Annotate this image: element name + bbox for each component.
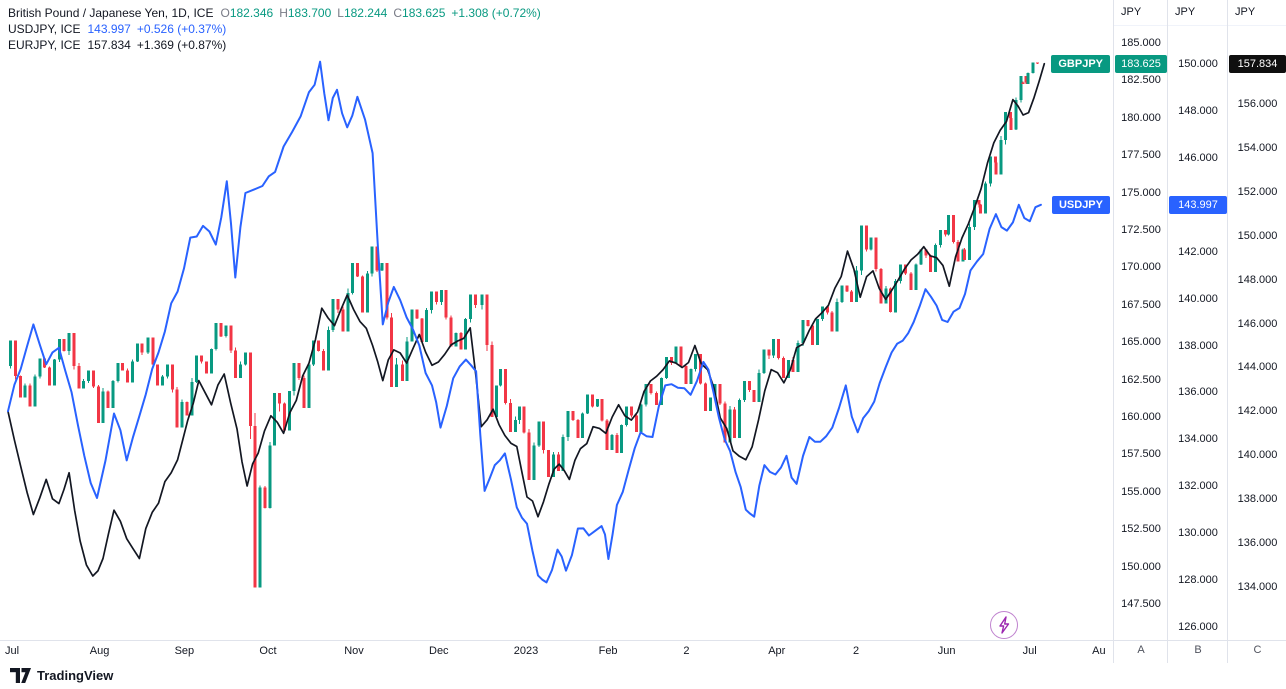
time-axis-label: Jul bbox=[1022, 645, 1037, 657]
price-axis-label: 132.000 bbox=[1178, 480, 1218, 493]
price-axis-label: 146.000 bbox=[1178, 151, 1218, 164]
price-axis-label: 180.000 bbox=[1121, 111, 1161, 124]
price-axis-label: 147.500 bbox=[1121, 598, 1161, 610]
price-axis-gbpjpy[interactable]: JPY 185.000 182.500 180.000 177.500 175.000 1… bbox=[1113, 0, 1168, 663]
price-axis-label: 128.000 bbox=[1178, 574, 1218, 587]
price-axis-label: 142.000 bbox=[1237, 405, 1278, 418]
time-axis-label: 2 bbox=[853, 645, 860, 657]
price-badge-usdjpy: 143.997 bbox=[1169, 195, 1227, 214]
scale-letter-b[interactable]: B bbox=[1194, 644, 1202, 656]
time-axis[interactable]: Jul Aug Sep Oct Nov Dec 2023 Feb 2 Apr 2 Jun Jul Au bbox=[0, 640, 1286, 664]
price-axis-label: 172.500 bbox=[1121, 224, 1161, 236]
price-axis-label: 148.000 bbox=[1178, 104, 1218, 117]
price-axis-label: 140.000 bbox=[1178, 292, 1218, 305]
lightning-bolt-button[interactable] bbox=[990, 611, 1018, 639]
price-axis-usdjpy[interactable]: JPY 150.000 148.000 146.000 142.000 140.000 1… bbox=[1167, 0, 1228, 663]
scale-letter-a[interactable]: A bbox=[1137, 644, 1145, 656]
time-axis-label: Oct bbox=[259, 645, 277, 657]
tradingview-logo-icon bbox=[10, 668, 31, 683]
legend-symbol-title: British Pound / Japanese Yen, 1D, ICE bbox=[8, 6, 214, 20]
legend-symbol-title: EURJPY, ICE bbox=[8, 38, 81, 52]
bottom-bar: TradingView bbox=[0, 663, 1286, 689]
price-axis-label: 140.000 bbox=[1237, 449, 1278, 462]
chart-legend: British Pound / Japanese Yen, 1D, ICE O18… bbox=[8, 5, 541, 53]
price-axis-label: 152.000 bbox=[1237, 185, 1278, 198]
price-axis-label: 136.000 bbox=[1237, 537, 1278, 550]
legend-row-gbpjpy[interactable]: British Pound / Japanese Yen, 1D, ICE O18… bbox=[8, 5, 541, 21]
price-axis-label: 150.000 bbox=[1178, 58, 1218, 70]
legend-change: +0.526 (+0.37%) bbox=[136, 22, 227, 36]
price-axis-label: 155.000 bbox=[1121, 485, 1161, 498]
ohlc-open-value: 182.346 bbox=[229, 6, 274, 20]
price-axis-label: 150.000 bbox=[1121, 560, 1161, 573]
time-axis-label: Jul bbox=[5, 645, 20, 657]
price-axis-label: 152.500 bbox=[1121, 523, 1161, 536]
tradingview-logo[interactable]: TradingView bbox=[10, 668, 113, 683]
scale-letter-c[interactable]: C bbox=[1253, 644, 1262, 656]
time-axis-label: 2023 bbox=[513, 645, 539, 657]
price-axis-label: 144.000 bbox=[1237, 361, 1278, 374]
price-axis-label: 160.000 bbox=[1121, 411, 1161, 423]
time-axis-label: Jun bbox=[937, 645, 956, 657]
price-badge-gbpjpy: 183.625 bbox=[1115, 54, 1167, 73]
time-axis-label: Nov bbox=[344, 645, 364, 657]
legend-symbol-title: USDJPY, ICE bbox=[8, 22, 81, 36]
legend-value: 143.997 bbox=[87, 22, 131, 36]
legend-change: +1.308 (+0.72%) bbox=[451, 6, 541, 20]
price-axis-label: 126.000 bbox=[1178, 621, 1218, 633]
price-axis-label: 185.000 bbox=[1121, 37, 1161, 49]
price-axis-label: 148.000 bbox=[1237, 273, 1278, 286]
lightning-bolt-icon bbox=[999, 616, 1010, 634]
series-badge-gbpjpy[interactable]: GBPJPY bbox=[1051, 54, 1110, 73]
ohlc-high-value: 183.700 bbox=[287, 6, 332, 20]
price-axis-label: 175.000 bbox=[1121, 186, 1161, 199]
series-badge-usdjpy[interactable]: USDJPY bbox=[1051, 195, 1110, 214]
price-chart-canvas bbox=[7, 60, 1046, 588]
price-axis-label: 167.500 bbox=[1121, 298, 1161, 311]
price-axis-eurjpy[interactable]: JPY 156.000 154.000 152.000 150.000 148.000 1… bbox=[1227, 0, 1286, 663]
price-axis-label: 177.500 bbox=[1121, 149, 1161, 162]
ohlc-low-value: 182.244 bbox=[343, 6, 388, 20]
price-axis-label: 130.000 bbox=[1178, 527, 1218, 540]
legend-row-usdjpy[interactable]: USDJPY, ICE 143.997 +0.526 (+0.37%) bbox=[8, 21, 541, 37]
price-axis-label: 138.000 bbox=[1178, 339, 1218, 352]
time-axis-label: Apr bbox=[768, 645, 786, 657]
ohlc-close-key: C bbox=[393, 6, 403, 20]
price-axis-label: 136.000 bbox=[1178, 386, 1218, 399]
price-axis-label: 162.500 bbox=[1121, 373, 1161, 386]
price-axis-label: 165.000 bbox=[1121, 336, 1161, 349]
ohlc-close-value: 183.625 bbox=[402, 6, 446, 20]
price-axis-label: 138.000 bbox=[1237, 493, 1278, 506]
time-axis-label: 2 bbox=[683, 645, 690, 657]
price-axis-label: 157.500 bbox=[1121, 448, 1161, 461]
time-axis-label: Feb bbox=[598, 645, 618, 657]
time-axis-label: Aug bbox=[89, 645, 110, 657]
time-axis-label: Dec bbox=[429, 645, 449, 657]
ohlc-high-key: H bbox=[279, 6, 288, 20]
price-axis-label: 146.000 bbox=[1237, 317, 1278, 330]
price-axis-label: 150.000 bbox=[1237, 229, 1278, 242]
ohlc-low-key: L bbox=[337, 6, 344, 20]
legend-change: +1.369 (+0.87%) bbox=[136, 38, 227, 52]
chart-plot-area[interactable]: British Pound / Japanese Yen, 1D, ICE O18… bbox=[0, 0, 1113, 640]
price-axis-label: 134.000 bbox=[1237, 581, 1278, 593]
price-axis-label: 156.000 bbox=[1237, 98, 1278, 110]
price-axis-label: 182.500 bbox=[1121, 74, 1161, 87]
axis-currency-label: JPY bbox=[1228, 0, 1286, 26]
price-axis-label: 154.000 bbox=[1237, 141, 1278, 154]
axis-currency-label: JPY bbox=[1114, 0, 1168, 26]
time-axis-label: Sep bbox=[174, 645, 195, 657]
price-axis-label: 142.000 bbox=[1178, 245, 1218, 258]
tradingview-wordmark: TradingView bbox=[37, 668, 114, 683]
ohlc-open-key: O bbox=[220, 6, 230, 20]
legend-row-eurjpy[interactable]: EURJPY, ICE 157.834 +1.369 (+0.87%) bbox=[8, 37, 541, 53]
price-badge-eurjpy: 157.834 bbox=[1229, 54, 1286, 73]
time-axis-label: Au bbox=[1092, 645, 1106, 657]
legend-value: 157.834 bbox=[87, 38, 131, 52]
price-axis-label: 134.000 bbox=[1178, 433, 1218, 446]
axis-currency-label: JPY bbox=[1168, 0, 1228, 26]
price-axis-label: 170.000 bbox=[1121, 261, 1161, 274]
